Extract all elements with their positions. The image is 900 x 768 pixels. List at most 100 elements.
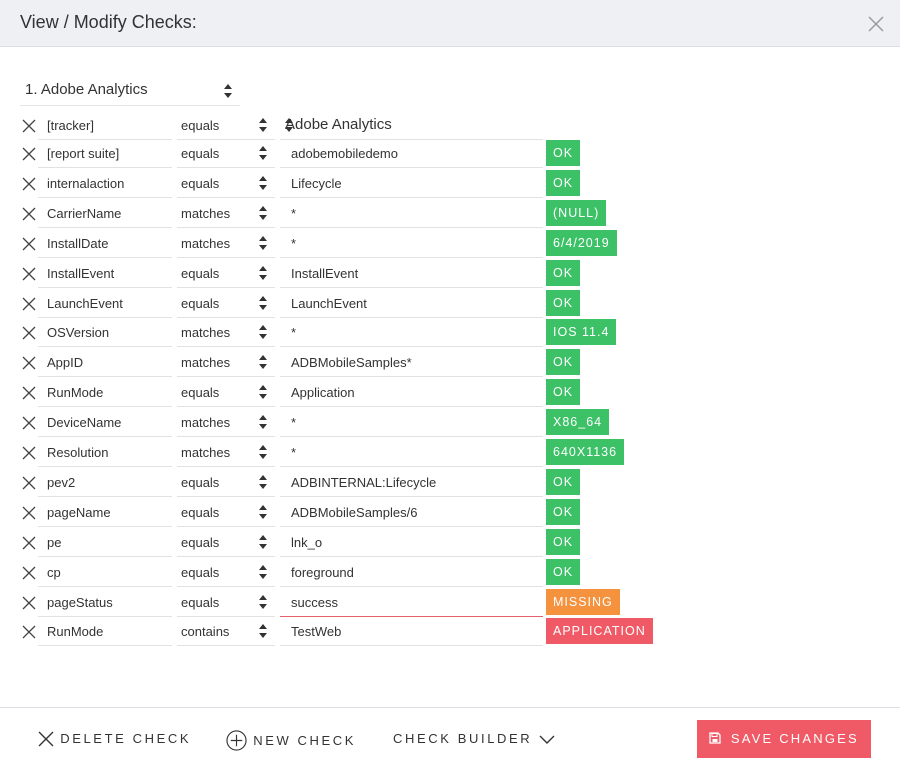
check-value-input[interactable]: * <box>280 319 543 348</box>
delete-row-x-icon[interactable] <box>22 536 36 550</box>
check-field-input[interactable]: Resolution <box>38 439 172 467</box>
check-operator-select[interactable]: matches <box>177 409 275 438</box>
close-icon[interactable] <box>868 16 884 32</box>
check-operator-select[interactable]: equals <box>177 499 275 527</box>
check-operator-select[interactable]: equals <box>177 112 275 140</box>
delete-row-x-icon[interactable] <box>22 267 36 281</box>
chevron-down-icon <box>539 735 554 744</box>
check-operator-value: matches <box>181 325 231 341</box>
check-value-select[interactable]: Adobe Analytics <box>280 112 543 140</box>
check-field-input[interactable]: internalaction <box>38 170 172 198</box>
check-field-input[interactable]: LaunchEvent <box>38 290 172 318</box>
check-value-input[interactable]: ADBMobileSamples/6 <box>280 499 543 527</box>
check-value-input[interactable]: ADBINTERNAL:Lifecycle <box>280 469 543 497</box>
check-value-input[interactable]: * <box>280 409 543 438</box>
check-value-input[interactable]: Application <box>280 379 543 408</box>
check-operator-select[interactable]: equals <box>177 589 275 617</box>
check-value-input[interactable]: success <box>280 589 543 617</box>
check-field-input[interactable]: OSVersion <box>38 319 172 348</box>
check-operator-select[interactable]: equals <box>177 559 275 587</box>
check-value-input[interactable]: Lifecycle <box>280 170 543 198</box>
check-value-text: * <box>291 445 297 460</box>
check-field-input[interactable]: InstallDate <box>38 230 172 258</box>
check-field-input[interactable]: AppID <box>38 349 172 378</box>
check-value-input[interactable]: lnk_o <box>280 529 543 557</box>
check-row: AppID matches ADBMobileSamples* OK <box>0 349 900 379</box>
delete-row-x-icon[interactable] <box>22 326 36 340</box>
check-value-input[interactable]: * <box>280 200 543 228</box>
check-value-input[interactable]: adobemobiledemo <box>280 140 543 168</box>
datasource-select[interactable]: 1. Adobe Analytics <box>20 76 240 106</box>
sort-caret-icon <box>224 84 232 98</box>
delete-check-button[interactable]: DELETE CHECK <box>38 730 191 747</box>
check-operator-select[interactable]: equals <box>177 140 275 168</box>
check-field-value: OSVersion <box>47 325 110 341</box>
sort-caret-icon <box>259 118 267 132</box>
delete-row-x-icon[interactable] <box>22 506 36 520</box>
delete-row-x-icon[interactable] <box>22 177 36 191</box>
check-field-input[interactable]: DeviceName <box>38 409 172 438</box>
check-field-input[interactable]: cp <box>38 559 172 587</box>
check-field-input[interactable]: pageName <box>38 499 172 527</box>
check-value-input[interactable]: LaunchEvent <box>280 290 543 318</box>
delete-row-x-icon[interactable] <box>22 297 36 311</box>
check-value-input[interactable]: foreground <box>280 559 543 587</box>
check-builder-button[interactable]: CHECK BUILDER <box>393 730 555 746</box>
check-operator-select[interactable]: matches <box>177 200 275 228</box>
check-operator-value: equals <box>181 504 220 520</box>
check-operator-select[interactable]: contains <box>177 618 275 647</box>
check-field-value: RunMode <box>47 624 104 640</box>
delete-row-x-icon[interactable] <box>22 476 36 490</box>
delete-row-x-icon[interactable] <box>22 386 36 400</box>
floppy-disk-icon <box>709 732 721 744</box>
delete-row-x-icon[interactable] <box>22 237 36 251</box>
check-operator-select[interactable]: matches <box>177 439 275 467</box>
check-value-text: LaunchEvent <box>291 295 367 311</box>
check-field-input[interactable]: RunMode <box>38 618 172 647</box>
check-field-input[interactable]: [report suite] <box>38 140 172 168</box>
check-field-input[interactable]: pev2 <box>38 469 172 497</box>
check-operator-select[interactable]: equals <box>177 260 275 288</box>
check-field-input[interactable]: [tracker] <box>38 112 172 140</box>
sort-caret-icon <box>259 265 267 280</box>
check-operator-select[interactable]: equals <box>177 290 275 318</box>
new-check-button[interactable]: NEW CHECK <box>226 730 356 751</box>
check-field-value: InstallDate <box>47 235 109 251</box>
delete-row-x-icon[interactable] <box>22 207 36 221</box>
check-operator-select[interactable]: matches <box>177 319 275 348</box>
delete-row-x-icon[interactable] <box>22 416 36 430</box>
check-field-input[interactable]: CarrierName <box>38 200 172 228</box>
check-field-input[interactable]: pe <box>38 529 172 557</box>
check-operator-select[interactable]: equals <box>177 529 275 557</box>
check-result-badge: OK <box>546 289 581 316</box>
delete-row-x-icon[interactable] <box>22 446 36 460</box>
delete-row-x-icon[interactable] <box>22 119 36 133</box>
delete-row-x-icon[interactable] <box>22 566 36 580</box>
check-operator-select[interactable]: matches <box>177 230 275 258</box>
check-value-text: ADBMobileSamples* <box>291 355 412 371</box>
sort-caret-icon <box>259 534 267 549</box>
check-field-input[interactable]: pageStatus <box>38 589 172 617</box>
check-value-text: * <box>291 325 297 341</box>
delete-row-x-icon[interactable] <box>22 147 36 161</box>
check-value-input[interactable]: TestWeb <box>280 618 543 647</box>
check-field-input[interactable]: RunMode <box>38 379 172 408</box>
check-operator-select[interactable]: equals <box>177 469 275 497</box>
check-value-input[interactable]: * <box>280 439 543 467</box>
check-operator-select[interactable]: equals <box>177 170 275 198</box>
check-value-input[interactable]: InstallEvent <box>280 260 543 288</box>
check-value-text: Lifecycle <box>291 175 342 191</box>
check-field-input[interactable]: InstallEvent <box>38 260 172 288</box>
check-operator-select[interactable]: matches <box>177 349 275 378</box>
save-changes-button[interactable]: SAVE CHANGES <box>697 720 871 758</box>
check-value-text: * <box>291 205 297 221</box>
sort-caret-icon <box>259 295 267 310</box>
delete-row-x-icon[interactable] <box>22 356 36 370</box>
check-value-input[interactable]: * <box>280 230 543 258</box>
delete-row-x-icon[interactable] <box>22 625 36 639</box>
check-value-input[interactable]: ADBMobileSamples* <box>280 349 543 378</box>
check-operator-select[interactable]: equals <box>177 379 275 408</box>
check-result-badge: OK <box>546 528 581 555</box>
check-builder-label: CHECK BUILDER <box>393 731 533 747</box>
delete-row-x-icon[interactable] <box>22 596 36 610</box>
